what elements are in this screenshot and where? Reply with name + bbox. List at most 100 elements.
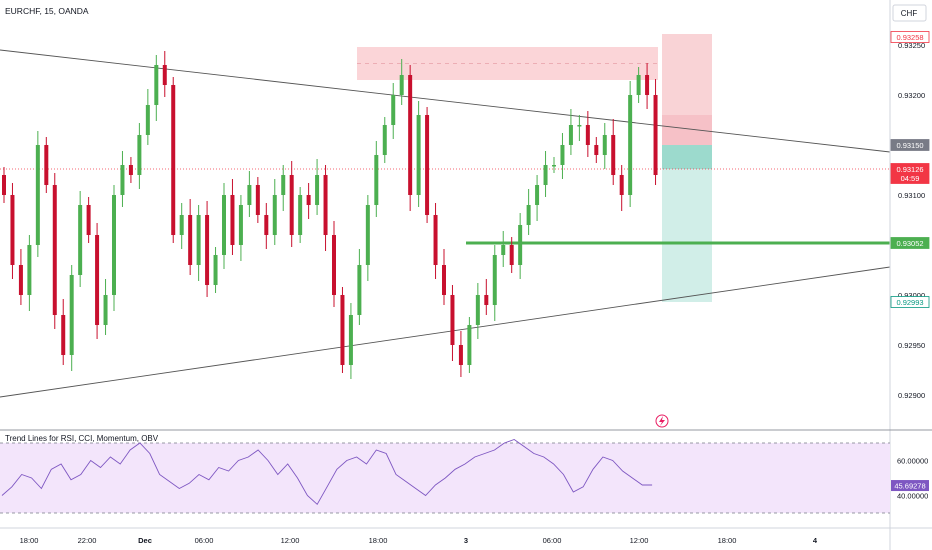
price-tick-label: 0.93250 <box>898 41 925 50</box>
candle-body <box>543 165 548 185</box>
candle-body <box>86 205 91 235</box>
candle-body <box>238 205 243 245</box>
candle-body <box>289 175 294 235</box>
candle-body <box>433 215 438 265</box>
candle-body <box>112 195 116 295</box>
price-label-box <box>890 163 930 184</box>
time-tick-label: 06:00 <box>195 536 214 545</box>
candle-body <box>408 75 413 195</box>
time-tick-label: 18:00 <box>718 536 737 545</box>
indicator-value-box <box>891 480 929 492</box>
indicator-tick-label: 60.00000 <box>897 457 928 466</box>
lower-trendline[interactable] <box>0 266 891 398</box>
candle-body <box>323 175 328 235</box>
stop-loss-zone-near-entry <box>662 115 712 145</box>
candle-body <box>357 265 362 315</box>
candle-body <box>120 165 125 195</box>
indicator-line <box>1 438 653 506</box>
lightning-icon[interactable] <box>655 414 669 428</box>
candle-body <box>103 295 108 325</box>
price-label-text: 0.93258 <box>896 33 923 42</box>
price-label-text: 0.93052 <box>896 239 923 248</box>
candlestick-series <box>2 51 658 379</box>
candle-body <box>425 115 430 215</box>
time-tick-label: 18:00 <box>369 536 388 545</box>
price-label-text: 0.93126 <box>896 165 923 174</box>
time-tick-label: 12:00 <box>281 536 300 545</box>
candle-body <box>653 95 658 175</box>
candle-body <box>137 135 142 175</box>
time-tick-label: 3 <box>464 536 468 545</box>
candle-body <box>10 195 15 265</box>
candle-body <box>35 145 40 245</box>
candle-body <box>27 245 32 295</box>
candle-body <box>374 155 379 205</box>
upper-trendline[interactable] <box>0 49 891 153</box>
candle-body <box>128 165 133 175</box>
candle-body <box>568 125 573 145</box>
candle-body <box>645 75 650 95</box>
candle-body <box>196 215 201 265</box>
currency-button[interactable] <box>892 4 927 22</box>
candle-body <box>365 205 370 265</box>
candle-body <box>61 315 66 355</box>
price-label-box <box>890 296 930 308</box>
candle-body <box>509 245 514 265</box>
candle-body <box>535 185 540 205</box>
candle-body <box>213 255 218 285</box>
time-tick-label: 4 <box>813 536 818 545</box>
candle-body <box>2 175 6 195</box>
candle-body <box>611 135 616 175</box>
price-tick-label: 0.93000 <box>898 291 925 300</box>
candle-body <box>526 205 531 225</box>
price-label-countdown: 04:59 <box>901 174 920 183</box>
candle-body <box>162 65 167 85</box>
candle-body <box>272 195 277 235</box>
candle-body <box>18 265 23 295</box>
candle-body <box>44 145 49 185</box>
candle-body <box>171 85 176 235</box>
candle-body <box>628 95 633 195</box>
time-tick-label: 06:00 <box>543 536 562 545</box>
candle-body <box>518 225 523 265</box>
time-tick-label: 18:00 <box>20 536 39 545</box>
candle-body <box>560 145 565 165</box>
candle-body <box>442 265 446 295</box>
candle-body <box>636 75 641 95</box>
price-tick-label: 0.92950 <box>898 341 925 350</box>
candle-body <box>154 65 159 105</box>
candle-body <box>391 95 396 125</box>
candle-body <box>95 235 100 325</box>
indicator-value-label: 45.69278 <box>894 482 925 491</box>
time-tick-label: 12:00 <box>630 536 649 545</box>
time-tick-label: 22:00 <box>78 536 97 545</box>
candle-body <box>399 75 404 95</box>
candle-body <box>501 245 506 255</box>
candle-body <box>382 125 387 155</box>
candle-body <box>78 205 83 275</box>
candle-body <box>69 275 74 355</box>
take-profit-zone <box>662 145 712 302</box>
candle-body <box>255 185 260 215</box>
candle-body <box>315 175 320 205</box>
candle-body <box>594 145 599 155</box>
candle-body <box>145 105 150 135</box>
candle-body <box>416 115 421 195</box>
price-tick-label: 0.93200 <box>898 91 925 100</box>
candle-body <box>332 235 336 295</box>
candle-body <box>458 345 463 365</box>
candle-body <box>585 125 590 145</box>
time-axis[interactable]: 18:00 22:00 Dec 06:00 12:00 18:00 3 06:00 12:00 1… <box>20 536 818 545</box>
candle-body <box>450 295 455 345</box>
price-label-box <box>890 237 930 249</box>
candle-body <box>188 215 193 265</box>
candle-body <box>298 195 303 235</box>
candle-body <box>230 195 235 245</box>
candle-body <box>577 125 582 127</box>
take-profit-zone-near-entry <box>662 145 712 169</box>
indicator-title: Trend Lines for RSI, CCI, Momentum, OBV <box>5 434 159 443</box>
candle-body <box>205 215 210 285</box>
